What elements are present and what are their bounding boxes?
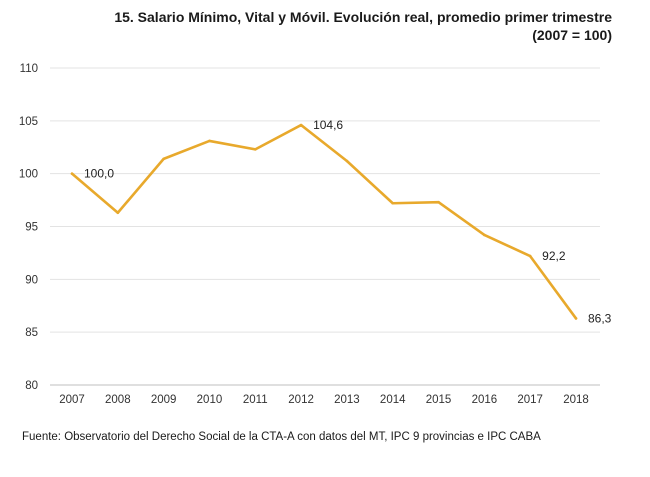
x-tick-label: 2007: [59, 394, 85, 406]
data-point: [345, 159, 349, 163]
data-label: 86,3: [588, 311, 612, 325]
y-tick-label: 110: [20, 63, 38, 75]
x-axis-ticks: 2007 2008 2009 2010 2011 2012 2013 2014 2015 2016…: [59, 394, 589, 406]
data-point: [162, 157, 165, 161]
data-point: [70, 172, 74, 175]
data-point: [299, 123, 303, 127]
x-tick-label: 2015: [426, 394, 452, 406]
chart-title-line1: 15. Salario Mínimo, Vital y Móvil. Evolu…: [114, 9, 612, 25]
y-tick-label: 80: [25, 380, 38, 392]
x-tick-label: 2012: [288, 394, 314, 406]
chart-title: 15. Salario Mínimo, Vital y Móvil. Evolu…: [114, 8, 612, 44]
data-label: 92,2: [542, 249, 566, 263]
data-point: [116, 211, 120, 215]
data-point: [391, 201, 395, 205]
gridlines: [50, 67, 600, 386]
y-tick-label: 105: [19, 116, 38, 128]
x-tick-label: 2010: [197, 394, 223, 406]
x-tick-label: 2016: [472, 394, 498, 406]
data-label: 104,6: [313, 118, 343, 132]
series-line: [70, 123, 578, 320]
y-tick-label: 100: [19, 169, 38, 181]
source-note: Fuente: Observatorio del Derecho Social …: [22, 431, 541, 443]
x-tick-label: 2009: [151, 394, 177, 406]
y-tick-label: 90: [25, 274, 38, 286]
data-label: 100,0: [84, 167, 114, 181]
data-point: [253, 148, 257, 151]
x-tick-label: 2017: [517, 394, 543, 406]
data-point: [208, 139, 211, 143]
data-point: [483, 233, 486, 237]
series-group: [70, 123, 578, 320]
x-tick-label: 2018: [563, 394, 589, 406]
y-tick-label: 95: [25, 222, 38, 234]
x-tick-label: 2014: [380, 394, 406, 406]
data-point: [437, 200, 440, 204]
x-tick-label: 2008: [105, 394, 131, 406]
data-point: [528, 254, 532, 258]
chart-title-line2: (2007 = 100): [532, 27, 612, 43]
data-labels: 100,0 104,6 92,2 86,3: [84, 118, 612, 325]
x-tick-label: 2013: [334, 394, 360, 406]
data-point: [574, 317, 578, 320]
x-tick-label: 2011: [243, 394, 268, 406]
y-tick-label: 85: [25, 327, 38, 339]
y-axis-ticks: 80 85 90 95 100 105 110: [19, 63, 38, 392]
